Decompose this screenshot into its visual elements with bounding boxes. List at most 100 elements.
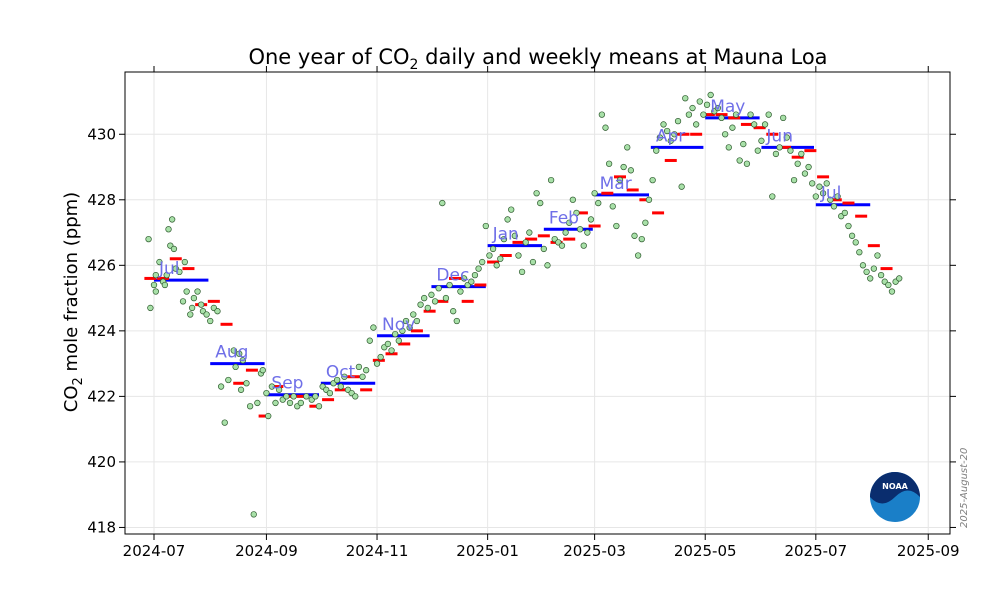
daily-mean-point [410,311,417,318]
daily-mean-point [303,393,310,400]
daily-mean-point [609,203,616,210]
daily-mean-point [801,170,809,177]
daily-mean-point [161,281,169,289]
daily-mean-point [239,357,247,364]
daily-mean-point [700,111,707,118]
daily-mean-point [827,196,834,203]
daily-mean-point [337,383,344,390]
daily-mean-point [870,265,877,272]
daily-mean-point [486,252,493,259]
y-tick-label: 422 [87,387,116,405]
daily-mean-point [373,360,381,367]
daily-mean-point [286,399,294,407]
daily-mean-point [431,298,439,305]
daily-mean-point [634,252,642,259]
daily-mean-point [402,317,410,325]
daily-mean-point [366,337,373,344]
daily-mean-point [152,271,159,279]
daily-mean-point [888,288,896,295]
daily-mean-point [689,104,696,112]
daily-mean-point [156,258,163,266]
daily-mean-point [363,367,370,374]
daily-mean-point [413,317,421,325]
month-label: Jun [765,126,793,146]
y-tick-label: 428 [87,191,116,209]
daily-mean-point [540,245,547,253]
daily-mean-point [312,393,319,400]
month-label: Dec [436,266,469,286]
daily-mean-point [439,199,446,207]
daily-mean-point [147,304,154,312]
daily-mean-point [315,403,323,410]
daily-mean-point [758,137,765,144]
daily-mean-point [263,389,270,397]
daily-mean-point [214,308,221,315]
y-tick-label: 424 [87,322,116,340]
daily-mean-point [537,199,544,207]
x-tick-label: 2025-09 [897,542,960,560]
daily-mean-point [845,222,852,230]
daily-mean-point [602,124,609,131]
daily-mean-point [207,317,214,325]
daily-mean-point [388,347,395,354]
daily-mean-point [190,294,198,302]
daily-mean-point [573,209,580,217]
noaa-logo-text: NOAA [882,482,908,491]
daily-mean-point [453,317,460,325]
daily-mean-point [863,268,870,276]
daily-mean-point [896,275,903,282]
daily-mean-point [421,294,428,302]
daily-mean-point [457,288,464,295]
daily-mean-point [714,104,722,112]
daily-mean-point [428,291,435,298]
daily-mean-point [168,216,176,223]
daily-mean-point [830,203,838,210]
daily-mean-point [163,271,170,279]
daily-mean-point [181,258,188,266]
daily-mean-point [515,252,522,259]
daily-mean-point [194,288,201,295]
x-tick-label: 2025-05 [674,542,737,560]
daily-mean-point [377,353,384,361]
daily-mean-point [656,134,664,141]
daily-mean-point [442,294,450,302]
daily-mean-point [790,176,798,184]
daily-mean-point [595,199,602,207]
daily-mean-point [613,222,620,230]
month-label: Feb [549,208,579,228]
daily-mean-point [685,111,693,118]
y-tick-label: 430 [87,125,116,143]
daily-mean-point [642,219,649,226]
daily-mean-point [188,304,196,312]
daily-mean-point [183,288,190,295]
daily-mean-point [395,337,402,344]
daily-mean-point [236,350,243,357]
daily-mean-point [450,308,457,315]
month-label: May [710,97,745,117]
daily-mean-point [874,252,881,259]
daily-mean-point [558,242,566,249]
daily-mean-point [576,226,584,233]
daily-mean-point [812,193,819,200]
daily-mean-point [783,134,790,141]
daily-mean-point [605,160,613,167]
daily-mean-point [624,144,631,151]
daily-mean-point [217,383,225,390]
daily-mean-point [417,301,424,308]
daily-means [145,91,903,518]
daily-mean-point [645,196,653,203]
daily-mean-point [856,249,863,256]
x-tick-label: 2024-09 [235,542,298,560]
daily-mean-point [620,163,627,171]
daily-mean-point [268,383,276,390]
daily-mean-point [722,131,729,138]
daily-mean-point [631,232,638,239]
daily-mean-point [198,301,205,308]
daily-mean-point [580,242,587,249]
daily-mean-point [816,183,823,190]
y-tick-label: 418 [87,518,116,536]
daily-mean-point [674,117,682,125]
daily-mean-point [562,229,569,236]
noaa-logo: NOAA [870,472,920,522]
